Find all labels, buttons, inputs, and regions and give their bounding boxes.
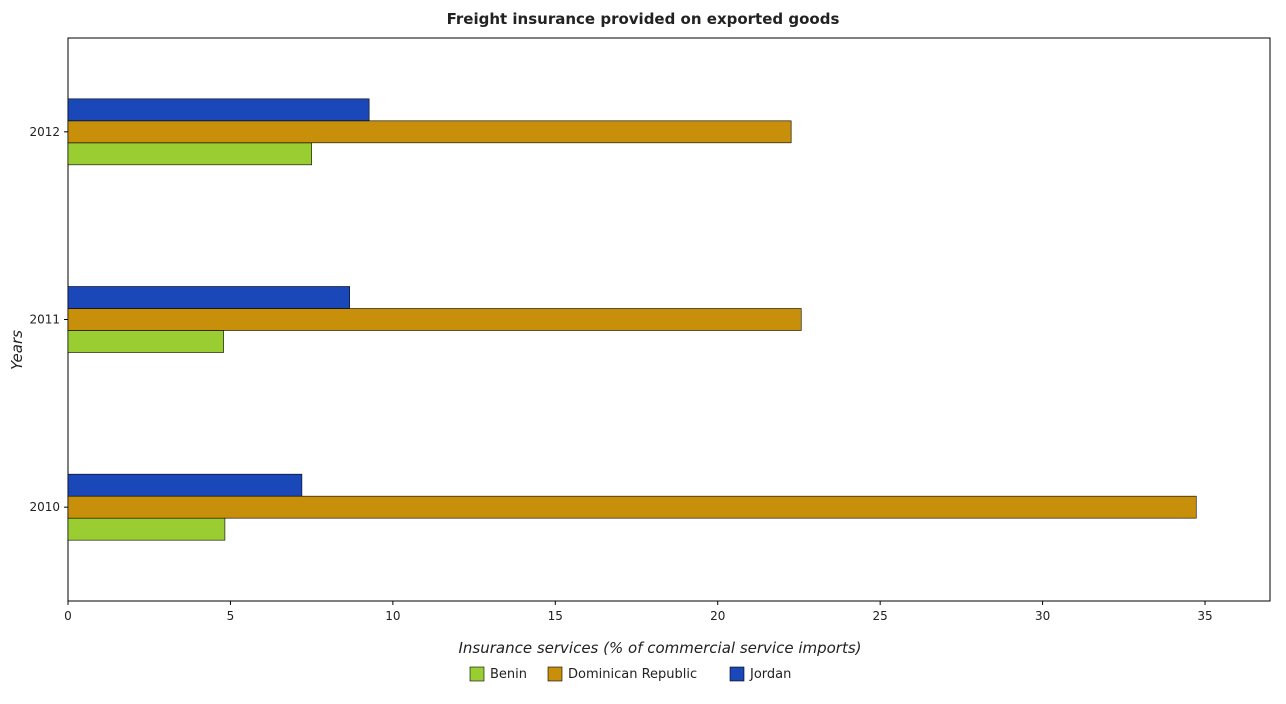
legend-label-benin: Benin [490,667,527,682]
x-tick-label: 20 [710,609,725,623]
y-axis: 2010 2011 2012 [29,125,68,514]
x-axis: 0 5 10 15 20 25 30 35 [64,601,1213,623]
x-axis-label: Insurance services (% of commercial serv… [458,639,861,657]
legend: Benin Dominican Republic Jordan [469,666,791,682]
bar-jordan-2011 [67,286,350,309]
plot-area [67,37,1271,602]
x-tick-label: 35 [1197,609,1212,623]
bar-dominican-republic-2010 [67,495,1197,519]
legend-label-dominican-republic: Dominican Republic [568,667,697,682]
legend-swatch-dominican-republic [547,666,563,682]
x-tick-label: 10 [385,609,400,623]
bar-dominican-republic-2011 [67,308,802,331]
chart-title: Freight insurance provided on exported g… [447,10,840,28]
legend-swatch-benin [469,666,485,682]
y-tick-label: 2010 [29,500,60,514]
legend-label-jordan: Jordan [749,667,791,682]
x-tick-label: 25 [873,609,888,623]
y-tick-label: 2012 [29,125,60,139]
x-tick-label: 5 [227,609,235,623]
x-tick-label: 30 [1035,609,1050,623]
x-tick-label: 15 [548,609,563,623]
y-tick-label: 2011 [29,313,60,327]
bar-benin-2010 [67,517,226,541]
x-tick-label: 0 [64,609,72,623]
legend-swatch-jordan [729,666,745,682]
bar-benin-2012 [67,142,312,166]
bar-dominican-republic-2012 [67,120,792,144]
bar-benin-2011 [67,330,224,353]
bar-jordan-2012 [67,98,370,122]
bar-jordan-2010 [67,473,303,497]
y-axis-label: Years [8,330,26,370]
